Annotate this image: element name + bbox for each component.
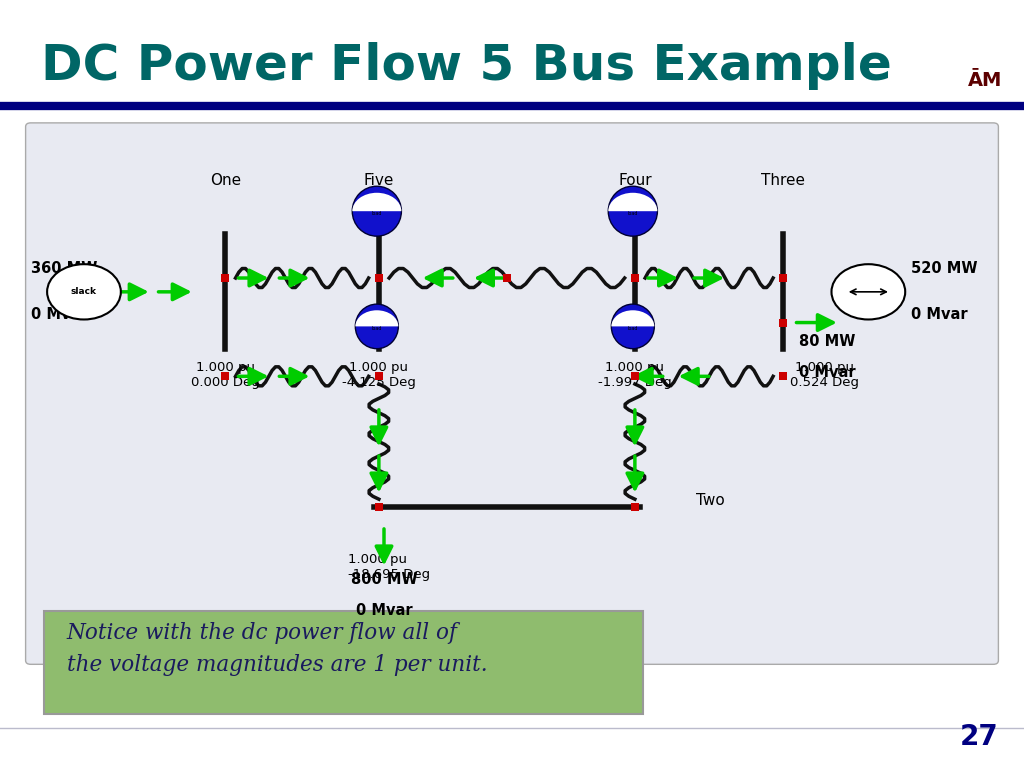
Text: 360 MW: 360 MW (31, 261, 97, 276)
Text: load: load (372, 211, 382, 216)
Bar (779, 319, 787, 326)
Text: 0 Mvar: 0 Mvar (799, 365, 855, 380)
Bar (503, 274, 511, 282)
Text: Five: Five (364, 173, 394, 188)
Circle shape (47, 264, 121, 319)
Ellipse shape (608, 187, 657, 237)
Text: Notice with the dc power flow all of
the voltage magnitudes are 1 per unit.: Notice with the dc power flow all of the… (67, 622, 487, 676)
Text: Four: Four (618, 173, 651, 188)
Bar (631, 503, 639, 511)
Text: load: load (628, 211, 638, 216)
Text: 0 Mvar: 0 Mvar (911, 307, 968, 323)
Bar (221, 274, 229, 282)
Ellipse shape (352, 187, 401, 237)
Text: slack: slack (71, 287, 97, 296)
Ellipse shape (355, 304, 398, 349)
Text: Three: Three (762, 173, 805, 188)
Text: load: load (372, 326, 382, 331)
Wedge shape (611, 310, 654, 326)
Text: 1.000 pu
-1.997 Deg: 1.000 pu -1.997 Deg (598, 361, 672, 389)
Bar (375, 274, 383, 282)
Bar (221, 372, 229, 380)
Bar (375, 372, 383, 380)
Text: 520 MW: 520 MW (911, 261, 978, 276)
Circle shape (831, 264, 905, 319)
Ellipse shape (611, 304, 654, 349)
Text: load: load (628, 326, 638, 331)
Bar (375, 503, 383, 511)
Text: 0 Mvar: 0 Mvar (31, 307, 87, 323)
Wedge shape (608, 193, 657, 211)
FancyBboxPatch shape (26, 123, 998, 664)
Text: One: One (210, 173, 241, 188)
Text: 0 Mvar: 0 Mvar (355, 603, 413, 618)
Text: 1.000 pu
-18.695 Deg: 1.000 pu -18.695 Deg (348, 553, 430, 581)
Bar (779, 372, 787, 380)
Text: Two: Two (696, 493, 725, 508)
Wedge shape (355, 310, 398, 326)
FancyBboxPatch shape (44, 611, 643, 714)
Text: 80 MW: 80 MW (799, 334, 855, 349)
Bar (631, 274, 639, 282)
Text: 27: 27 (959, 723, 998, 751)
Text: 1.000 pu
-4.125 Deg: 1.000 pu -4.125 Deg (342, 361, 416, 389)
Text: DC Power Flow 5 Bus Example: DC Power Flow 5 Bus Example (41, 42, 892, 91)
Wedge shape (352, 193, 401, 211)
Bar (631, 372, 639, 380)
Text: 800 MW: 800 MW (350, 572, 418, 588)
Text: 1.000 pu
0.000 Deg: 1.000 pu 0.000 Deg (190, 361, 260, 389)
Text: ĀM: ĀM (968, 71, 1002, 90)
Text: 1.000 pu
0.524 Deg: 1.000 pu 0.524 Deg (790, 361, 859, 389)
Bar (779, 274, 787, 282)
